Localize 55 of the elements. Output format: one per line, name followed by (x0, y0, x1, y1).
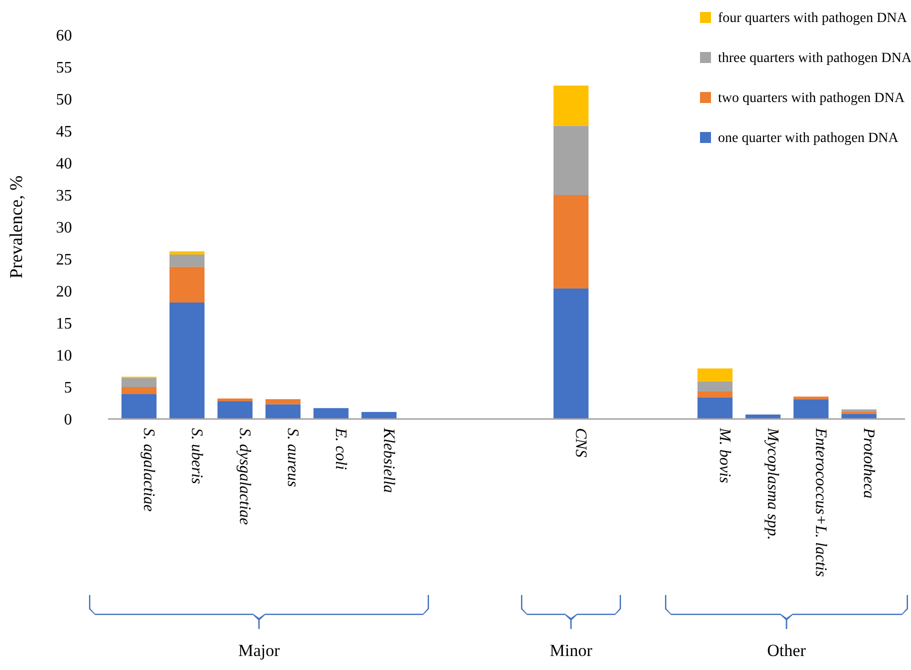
x-tick-label: CNS (572, 428, 589, 458)
bar (169, 266, 205, 303)
bar (697, 397, 733, 419)
y-tick-label: 25 (56, 252, 72, 269)
bar (361, 412, 397, 419)
legend-label: two quarters with pathogen DNA (718, 91, 906, 106)
x-tick-label: S. agalactiae (140, 428, 157, 512)
bar (841, 411, 877, 414)
bar (265, 399, 301, 404)
bar (313, 408, 349, 419)
y-tick-label: 10 (56, 348, 72, 365)
bar (553, 288, 589, 419)
bar (697, 368, 733, 382)
text: Minor (550, 641, 593, 660)
y-tick-label: 30 (56, 220, 72, 237)
bar (265, 404, 301, 419)
bar (169, 254, 205, 267)
x-tick-label: S. dysgalactiae (236, 428, 253, 525)
bar (217, 398, 253, 402)
legend-label: four quarters with pathogen DNA (718, 11, 908, 26)
bar (553, 86, 589, 126)
y-tick-label: 50 (56, 92, 72, 109)
bar (217, 401, 253, 419)
x-tick-label: Klebsiella (380, 427, 397, 493)
bar (121, 387, 157, 394)
y-tick-label: 55 (56, 60, 72, 77)
bar (793, 399, 829, 419)
x-tick-label: Enterococcus+L. lactis (812, 427, 829, 577)
x-tick-label: Prototheca (860, 427, 877, 498)
y-tick-label: 0 (64, 412, 72, 429)
y-axis-title: Prevalence, % (6, 176, 26, 278)
legend-label: one quarter with pathogen DNA (718, 131, 900, 146)
bar (169, 302, 205, 419)
y-tick-label: 5 (64, 380, 72, 397)
bar (553, 126, 589, 195)
x-tick-label: M. bovis (716, 427, 733, 484)
y-tick-label: 60 (56, 28, 72, 45)
bar (121, 378, 157, 387)
bar (697, 381, 733, 392)
x-tick-label: S. aureus (284, 428, 301, 487)
y-tick-label: 40 (56, 156, 72, 173)
x-tick-label: S. uberis (188, 428, 205, 484)
y-tick-label: 35 (56, 188, 72, 205)
y-tick-label: 15 (56, 316, 72, 333)
y-tick-label: 45 (56, 124, 72, 141)
bar (169, 251, 205, 255)
text: Other (767, 641, 806, 660)
x-tick-label: E. coli (332, 427, 349, 470)
x-tick-label: Mycoplasma spp. (764, 427, 781, 540)
bar (697, 391, 733, 398)
y-tick-label: 20 (56, 284, 72, 301)
bar (793, 396, 829, 400)
text: Major (238, 641, 280, 660)
bar (121, 394, 157, 419)
bar (553, 195, 589, 288)
